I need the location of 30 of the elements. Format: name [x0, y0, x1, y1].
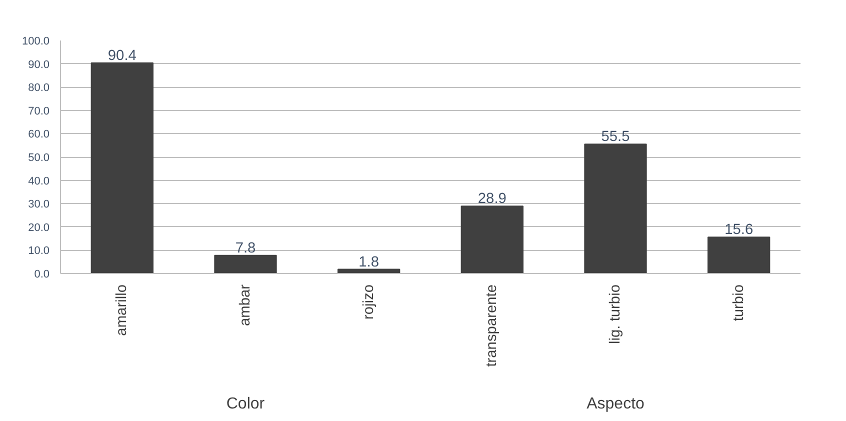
x-tick-label: amarillo	[114, 284, 130, 336]
y-tick-label: 80.0	[28, 82, 50, 94]
bar	[584, 144, 647, 274]
x-tick-label: turbio	[730, 284, 747, 322]
data-label: 90.4	[108, 48, 136, 64]
data-label: 15.6	[724, 222, 754, 238]
text: Aspecto	[586, 396, 645, 412]
y-tick-label: 0.0	[34, 268, 50, 280]
data-label: 55.5	[601, 129, 630, 146]
y-tick-label: 100.0	[22, 36, 50, 48]
bar	[90, 62, 154, 274]
y-tick-label: 20.0	[28, 222, 50, 234]
data-label: 1.8	[358, 254, 380, 270]
y-tick-label: 50.0	[28, 152, 50, 164]
bar	[460, 206, 524, 274]
data-label: 28.9	[478, 191, 506, 208]
x-tick-label: rojizo	[360, 284, 377, 320]
x-tick-label: transparente	[484, 284, 500, 367]
y-tick-label: 10.0	[28, 245, 50, 258]
y-tick-label: 90.0	[28, 58, 50, 71]
y-tick-label: 30.0	[28, 198, 50, 211]
x-tick-label: lig. turbio	[608, 284, 624, 344]
y-tick-label: 70.0	[28, 105, 50, 118]
text: Color	[226, 396, 266, 412]
y-tick-label: 60.0	[28, 128, 50, 141]
bar	[214, 254, 277, 274]
data-label: 7.8	[235, 240, 256, 256]
y-tick-label: 40.0	[28, 175, 50, 188]
bar	[708, 236, 770, 274]
x-tick-label: ambar	[238, 284, 254, 326]
